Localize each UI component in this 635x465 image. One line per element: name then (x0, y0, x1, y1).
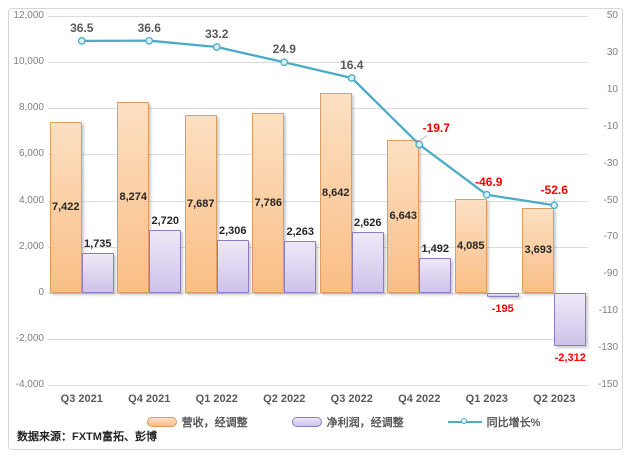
bar-label-revenue-5: 6,643 (389, 210, 418, 223)
bar-revenue-6 (454, 198, 487, 293)
right-axis-tick: -30 (603, 157, 618, 169)
grid-line (48, 385, 588, 386)
left-axis-tick: 6,000 (18, 148, 44, 160)
grid-line (48, 16, 588, 17)
left-axis-tick: 4,000 (18, 194, 44, 206)
growth-label-4: 16.4 (340, 57, 364, 72)
right-axis-tick: -110 (598, 305, 618, 317)
bar-netprofit-1 (149, 230, 182, 293)
legend-label-growth: 同比增长% (486, 417, 541, 429)
right-axis-tick: -150 (597, 379, 618, 390)
bar-label-netprofit-6: -195 (491, 303, 514, 316)
bar-label-netprofit-3: 2,263 (286, 225, 315, 238)
bar-revenue-7 (522, 207, 555, 293)
category-label-5: Q4 2022 (398, 393, 441, 405)
growth-label-2: 33.2 (205, 26, 229, 41)
bar-netprofit-5 (419, 258, 452, 293)
left-axis-tick: 0 (38, 286, 44, 298)
grid-line (48, 246, 588, 248)
bar-revenue-0 (49, 121, 82, 293)
left-axis-tick: 8,000 (18, 102, 44, 114)
bar-label-revenue-1: 8,274 (119, 191, 148, 204)
bar-label-netprofit-1: 2,720 (151, 215, 180, 228)
category-label-7: Q2 2023 (533, 393, 576, 405)
growth-label-7: -52.6 (540, 183, 568, 198)
source-note: 数据来源：FXTM富拓、彭博 (17, 431, 157, 443)
growth-label-0: 36.5 (70, 20, 94, 35)
left-axis-tick: 12,000 (13, 10, 44, 21)
category-label-6: Q1 2023 (465, 393, 508, 405)
growth-label-1: 36.6 (137, 20, 161, 35)
left-axis-tick: -4,000 (15, 379, 44, 390)
right-axis-tick: -130 (597, 342, 618, 354)
left-axis-tick: 2,000 (18, 240, 44, 252)
category-label-1: Q4 2021 (128, 393, 171, 405)
bar-label-revenue-0: 7,422 (51, 201, 80, 214)
bar-label-revenue-7: 3,693 (524, 244, 553, 257)
bar-label-netprofit-0: 1,735 (83, 237, 112, 250)
grid-line (48, 338, 588, 340)
right-axis-tick: -50 (603, 194, 618, 206)
legend: 营收，经调整 净利润，经调整 同比增长% (0, 414, 635, 430)
bar-label-netprofit-4: 2,626 (353, 217, 382, 230)
legend-item-revenue: 营收，经调整 (146, 414, 248, 430)
right-axis-tick: 10 (606, 83, 618, 95)
legend-item-netprofit: 净利润，经调整 (291, 414, 404, 430)
bar-netprofit-0 (81, 252, 114, 293)
bar-label-revenue-4: 8,642 (321, 187, 350, 200)
bar-netprofit-2 (216, 239, 249, 293)
grid-line (48, 292, 588, 294)
growth-label-3: 24.9 (272, 42, 296, 57)
bar-netprofit-6 (486, 292, 519, 298)
bar-netprofit-3 (284, 240, 317, 293)
category-label-0: Q3 2021 (60, 393, 103, 405)
left-axis-tick: -2,000 (15, 332, 44, 344)
bar-label-revenue-6: 4,085 (456, 239, 485, 252)
bar-label-netprofit-2: 2,306 (218, 224, 247, 237)
growth-label-6: -46.9 (475, 174, 503, 189)
bar-label-netprofit-5: 1,492 (421, 243, 450, 256)
right-axis-tick: 30 (606, 46, 618, 58)
bar-netprofit-7 (554, 292, 587, 347)
bar-label-netprofit-7: -2,312 (554, 352, 586, 365)
right-axis-tick: -90 (603, 268, 618, 280)
revenue-swatch-icon (146, 417, 177, 427)
bar-netprofit-4 (351, 232, 384, 293)
category-label-4: Q3 2022 (330, 393, 373, 405)
right-axis-tick: -10 (603, 120, 618, 132)
legend-label-netprofit: 净利润，经调整 (326, 417, 404, 429)
right-axis-tick: 50 (606, 10, 618, 21)
netprofit-swatch-icon (291, 417, 322, 427)
growth-line-swatch-icon (447, 416, 482, 428)
left-axis-tick: 10,000 (13, 56, 44, 68)
bar-label-revenue-2: 7,687 (186, 198, 215, 211)
legend-label-revenue: 营收，经调整 (181, 417, 248, 429)
growth-label-5: -19.7 (422, 120, 450, 135)
category-label-3: Q2 2022 (263, 393, 306, 405)
bar-label-revenue-3: 7,786 (254, 196, 283, 209)
grid-line (48, 62, 588, 64)
legend-item-growth: 同比增长% (447, 414, 541, 430)
category-label-2: Q1 2022 (195, 393, 238, 405)
right-axis-tick: -70 (603, 231, 618, 243)
